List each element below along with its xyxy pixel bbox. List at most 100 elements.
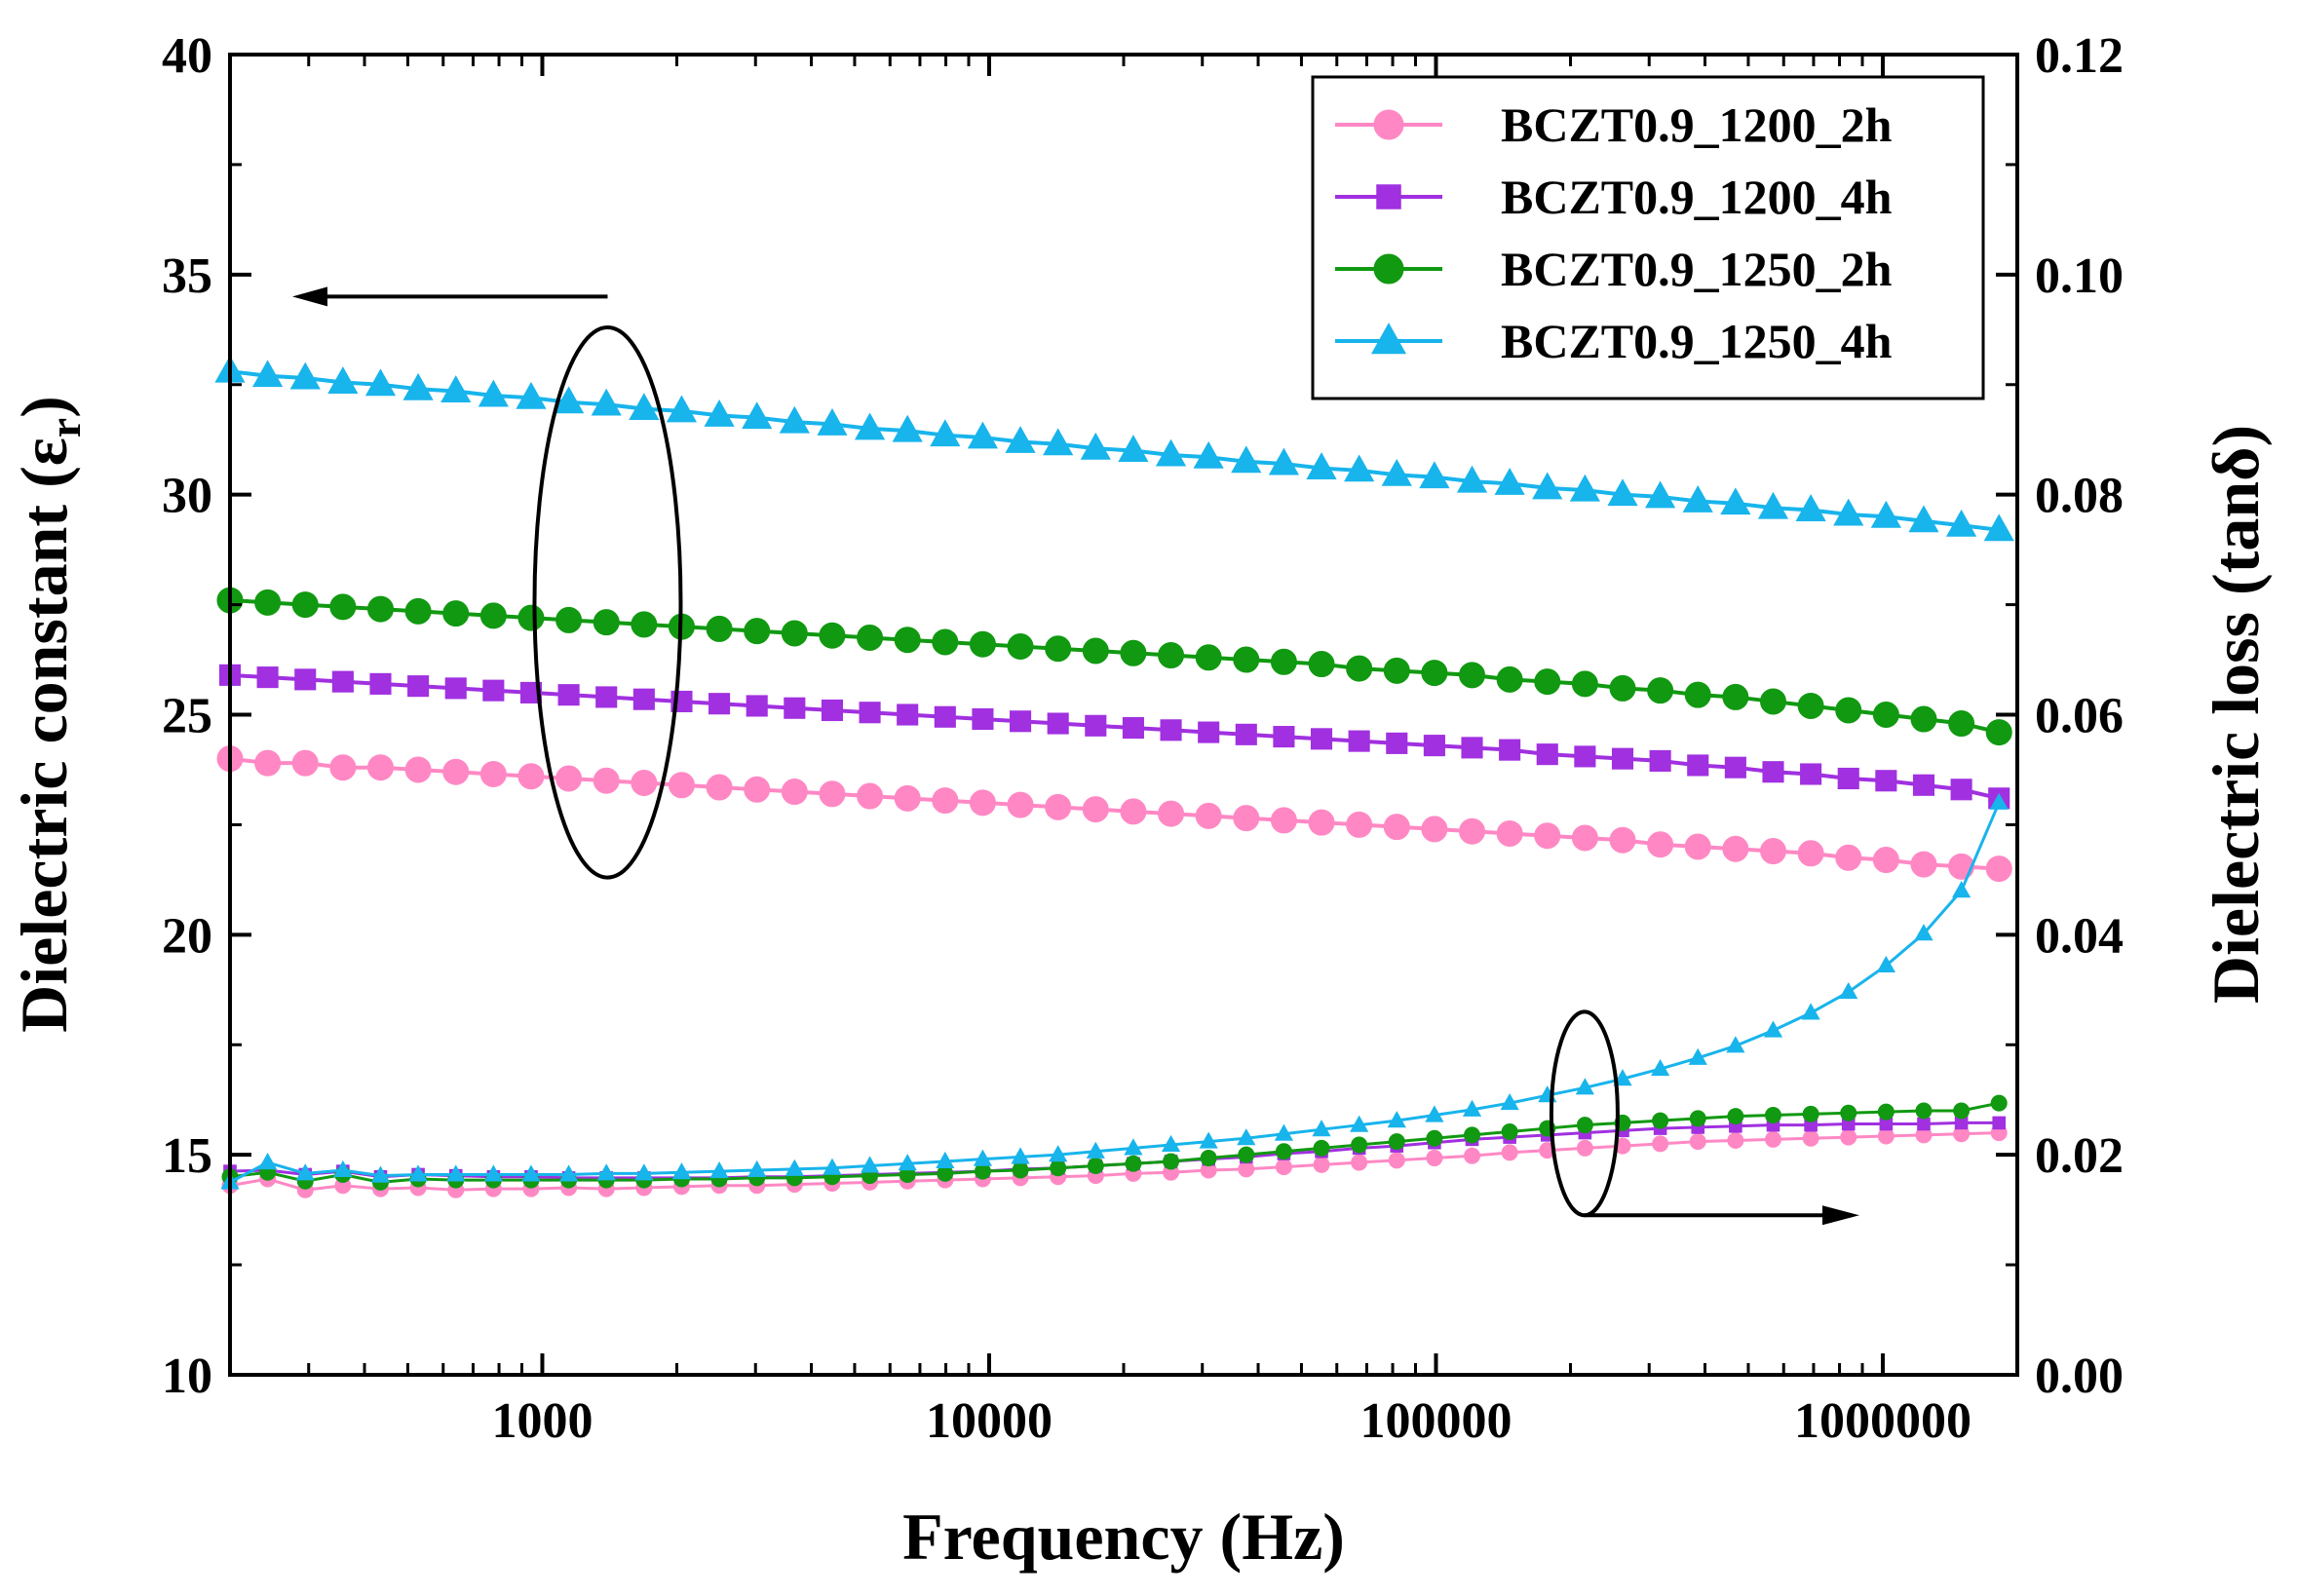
dielectric-constant-point bbox=[1647, 831, 1674, 858]
dielectric-constant-point bbox=[1684, 833, 1711, 860]
dielectric-loss-point bbox=[1764, 1107, 1781, 1124]
dielectric-constant-point bbox=[517, 763, 545, 790]
dielectric-constant-point bbox=[892, 414, 923, 442]
dielectric-constant-point bbox=[1306, 452, 1337, 480]
dielectric-constant-point bbox=[629, 393, 660, 421]
dielectric-constant-point bbox=[1569, 474, 1600, 502]
dielectric-constant-point bbox=[969, 789, 996, 817]
dielectric-constant-point bbox=[742, 401, 773, 430]
dielectric-loss-point bbox=[1237, 1128, 1256, 1146]
dielectric-loss-point bbox=[785, 1159, 804, 1176]
dielectric-loss-point bbox=[936, 1151, 955, 1168]
dielectric-loss-point bbox=[1313, 1139, 1330, 1157]
dielectric-loss-point bbox=[1049, 1145, 1068, 1162]
dielectric-loss-point bbox=[1500, 1093, 1519, 1111]
dielectric-constant-point bbox=[746, 695, 768, 717]
dielectric-loss-point bbox=[1312, 1120, 1331, 1137]
dielectric-loss-point bbox=[1801, 1003, 1820, 1020]
dielectric-constant-point bbox=[1910, 851, 1937, 878]
dielectric-constant-point bbox=[404, 756, 432, 783]
dielectric-constant-point bbox=[1910, 705, 1937, 733]
x-tick-label: 100000 bbox=[1359, 1393, 1512, 1449]
dielectric-constant-point bbox=[1835, 697, 1862, 724]
dielectric-loss-point bbox=[1351, 1136, 1368, 1154]
dielectric-constant-point bbox=[1383, 657, 1410, 684]
dielectric-loss-point bbox=[1576, 1117, 1593, 1134]
dielectric-constant-point bbox=[817, 408, 848, 436]
dielectric-constant-point bbox=[1308, 809, 1335, 836]
dielectric-constant-point bbox=[1795, 494, 1826, 521]
dielectric-loss-point bbox=[483, 1164, 503, 1182]
dielectric-loss-point bbox=[370, 1165, 391, 1183]
dielectric-loss-point bbox=[333, 1159, 353, 1178]
dielectric-constant-point bbox=[972, 707, 994, 731]
left-group-ellipse bbox=[532, 325, 683, 880]
dielectric-loss-point bbox=[1726, 1036, 1745, 1053]
dielectric-constant-point bbox=[1532, 472, 1563, 500]
dielectric-constant-point bbox=[256, 666, 279, 689]
dielectric-constant-point bbox=[1534, 668, 1561, 696]
dielectric-constant-point bbox=[1985, 855, 2012, 883]
dielectric-loss-point bbox=[860, 1156, 880, 1173]
dielectric-constant-point bbox=[1682, 485, 1713, 513]
dielectric-loss-point bbox=[1652, 1135, 1669, 1153]
dielectric-constant-point bbox=[859, 702, 881, 724]
legend-marker bbox=[1376, 184, 1401, 209]
series-3 bbox=[214, 355, 2014, 1190]
dielectric-constant-point bbox=[366, 754, 394, 781]
dielectric-loss-point bbox=[1576, 1139, 1593, 1157]
dielectric-constant-point bbox=[932, 787, 959, 815]
dielectric-loss-point bbox=[558, 1164, 579, 1182]
y-left-tick-label: 35 bbox=[162, 248, 212, 304]
dielectric-constant-point bbox=[1085, 714, 1107, 737]
legend-label: BCZT0.9_1200_4h bbox=[1501, 170, 1893, 224]
dielectric-constant-point bbox=[1195, 644, 1222, 671]
dielectric-loss-point bbox=[1462, 1099, 1482, 1117]
dielectric-constant-point bbox=[1687, 754, 1709, 777]
dielectric-loss-point bbox=[1351, 1154, 1368, 1171]
dielectric-constant-point bbox=[1912, 774, 1935, 796]
dielectric-constant-point bbox=[1757, 491, 1789, 519]
dielectric-loss-point bbox=[1764, 1130, 1781, 1148]
dielectric-constant-point bbox=[1950, 779, 1972, 801]
dielectric-loss-point bbox=[1840, 1104, 1857, 1121]
dielectric-constant-point bbox=[1005, 426, 1036, 453]
dielectric-constant-point bbox=[1534, 822, 1561, 850]
dielectric-loss-point bbox=[709, 1161, 729, 1179]
dielectric-loss-point bbox=[1161, 1134, 1181, 1153]
dielectric-loss-point bbox=[1087, 1157, 1104, 1174]
dielectric-constant-point bbox=[781, 779, 808, 806]
y-left-axis-title: Dielectric constant (εr) bbox=[7, 396, 90, 1033]
dielectric-constant-point bbox=[329, 754, 357, 781]
dielectric-constant-point bbox=[1421, 660, 1448, 687]
dielectric-loss-point bbox=[1199, 1131, 1218, 1149]
dielectric-loss-point bbox=[671, 1162, 692, 1180]
dielectric-constant-point bbox=[631, 770, 658, 797]
dielectric-constant-point bbox=[1720, 487, 1751, 515]
dielectric-constant-point bbox=[1875, 770, 1897, 792]
dielectric-loss-point bbox=[1575, 1078, 1594, 1095]
dielectric-constant-point bbox=[1496, 665, 1523, 693]
dielectric-constant-point bbox=[1233, 646, 1260, 673]
dielectric-constant-point bbox=[407, 675, 430, 698]
dielectric-loss-point bbox=[1651, 1059, 1670, 1077]
dielectric-loss-point bbox=[1727, 1131, 1744, 1149]
y-left-tick-label: 20 bbox=[162, 908, 212, 964]
dielectric-constant-point bbox=[1120, 798, 1147, 825]
dielectric-constant-point bbox=[706, 774, 733, 801]
dielectric-loss-point bbox=[1425, 1105, 1444, 1122]
dielectric-loss-line bbox=[229, 802, 2001, 1184]
dielectric-loss-point bbox=[1238, 1146, 1255, 1163]
left-arrowhead bbox=[292, 286, 327, 307]
dielectric-constant-point bbox=[1536, 743, 1558, 766]
y-left-tick-label: 25 bbox=[162, 689, 212, 744]
dielectric-loss-point bbox=[1200, 1150, 1217, 1167]
dielectric-constant-point bbox=[1158, 642, 1185, 669]
dielectric-constant-point bbox=[1273, 726, 1295, 748]
dielectric-loss-point bbox=[1727, 1108, 1744, 1125]
dielectric-loss-point bbox=[1313, 1156, 1330, 1173]
dielectric-constant-point bbox=[591, 388, 622, 416]
dielectric-loss-point bbox=[1877, 1103, 1895, 1121]
dielectric-constant-point bbox=[517, 604, 545, 631]
